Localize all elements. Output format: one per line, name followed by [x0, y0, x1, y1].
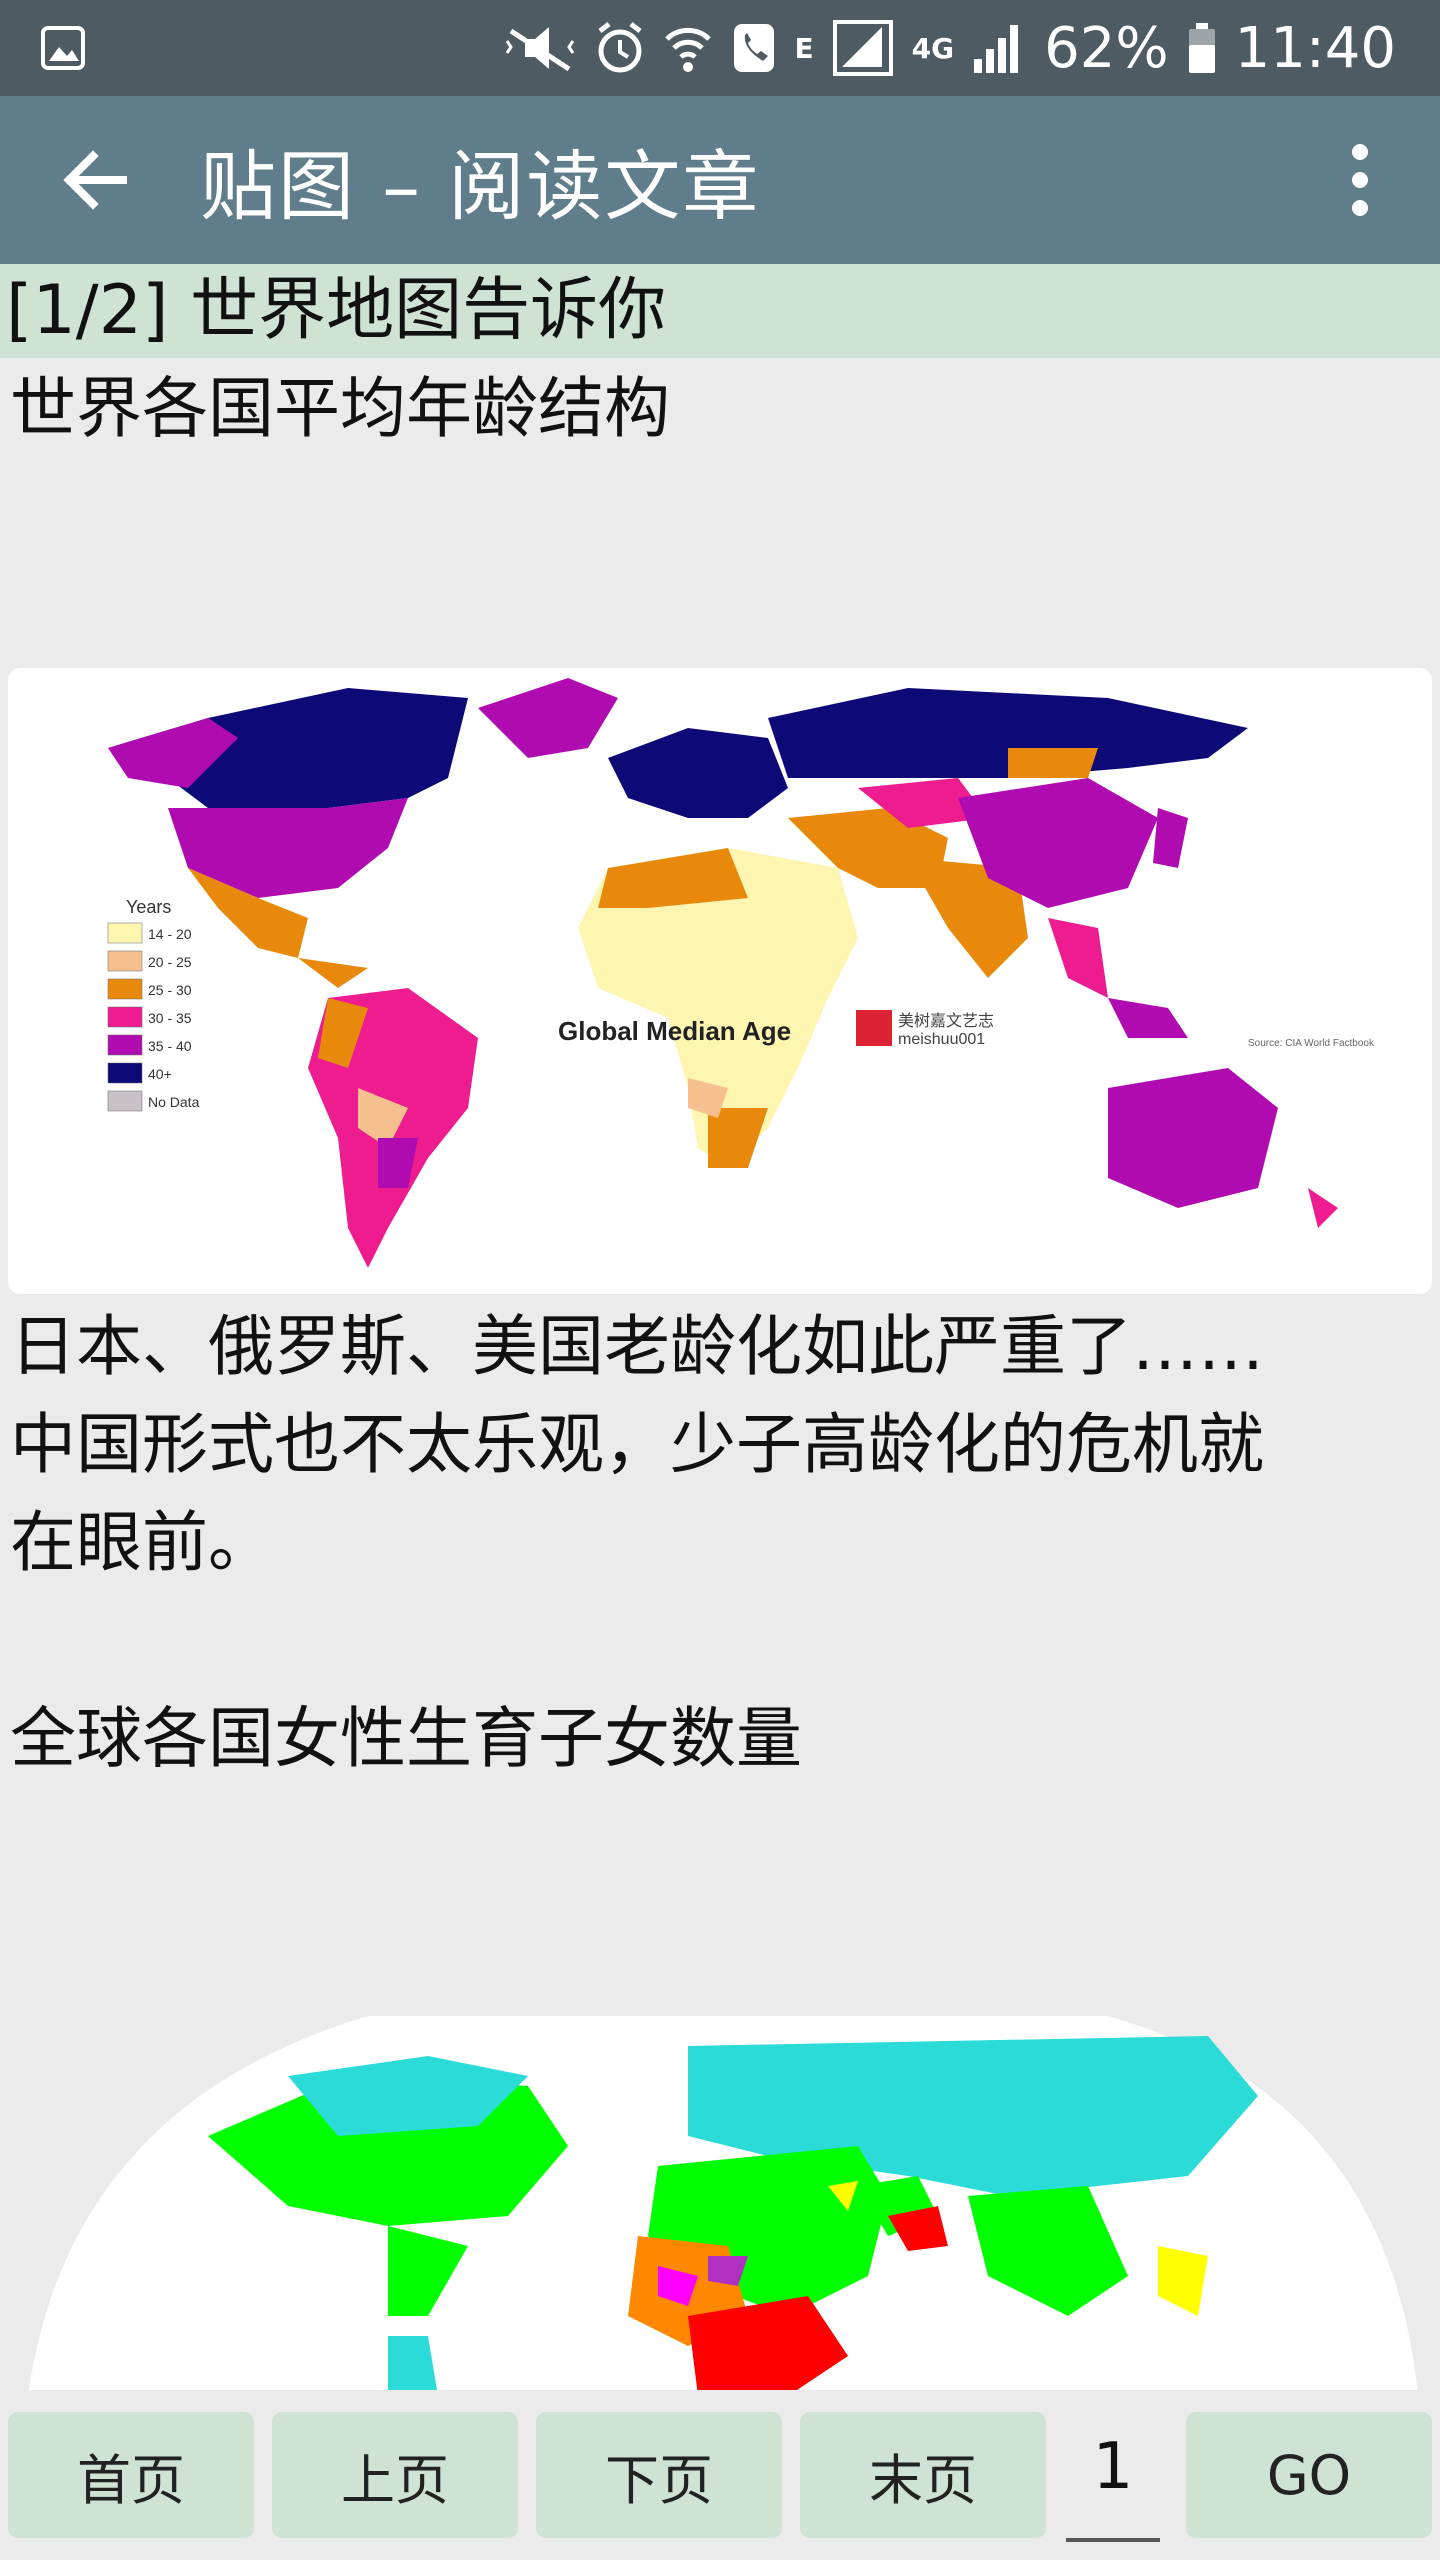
go-button[interactable]: GO — [1186, 2412, 1432, 2538]
legend-swatch — [107, 950, 143, 972]
alarm-icon — [595, 21, 645, 75]
pager-bar: 首页 上页 下页 末页 1 GO — [0, 2390, 1440, 2560]
more-vert-icon — [1352, 144, 1368, 160]
world-map-median-age: Years 14 - 20 20 - 25 25 - 30 30 - 35 35 - 4… — [107, 678, 1375, 1268]
legend-title: Years — [126, 897, 171, 917]
map-caption: Global Median Age — [558, 1016, 791, 1046]
legend-swatch — [107, 978, 143, 1000]
section-title-age: 世界各国平均年龄结构 — [10, 370, 670, 447]
first-page-button[interactable]: 首页 — [8, 2412, 254, 2538]
article-page-header: [1/2] 世界地图告诉你 — [0, 264, 1440, 358]
section-title-fertility: 全球各国女性生育子女数量 — [10, 1700, 802, 1777]
network-type-e: E — [794, 31, 814, 65]
legend-label: 40+ — [148, 1066, 172, 1082]
watermark-en: meishuu001 — [898, 1031, 985, 1048]
map-legend: 14 - 20 20 - 25 25 - 30 30 - 35 35 - 40 40+ No… — [107, 922, 200, 1112]
mute-vibrate-icon — [503, 21, 577, 75]
phone-icon — [731, 21, 777, 75]
legend-swatch — [107, 1062, 143, 1084]
map-source: Source: CIA World Factbook — [1248, 1038, 1375, 1049]
app-bar: 贴图 – 阅读文章 — [0, 96, 1440, 264]
watermark-seal — [856, 1010, 892, 1046]
paragraph-line-1: 日本、俄罗斯、美国老龄化如此严重了…… — [10, 1308, 1264, 1385]
legend-label: 20 - 25 — [148, 954, 192, 970]
legend-label: 25 - 30 — [148, 982, 192, 998]
article-content[interactable]: [1/2] 世界地图告诉你 世界各国平均年龄结构 — [0, 264, 1440, 2390]
article-paragraph: 日本、俄罗斯、美国老龄化如此严重了…… 中国形式也不太乐观，少子高龄化的危机就 … — [0, 1298, 1440, 1788]
signal-icon-1 — [832, 19, 894, 77]
legend-label: No Data — [148, 1094, 200, 1110]
back-button[interactable] — [40, 125, 150, 235]
gallery-notification-icon — [40, 25, 86, 71]
battery-icon — [1187, 21, 1217, 75]
legend-swatch — [107, 1090, 143, 1112]
wifi-call-icon — [663, 21, 713, 75]
paragraph-line-2: 中国形式也不太乐观，少子高龄化的危机就 — [10, 1406, 1264, 1483]
page-number-input[interactable]: 1 — [1066, 2412, 1160, 2542]
median-age-map-image[interactable]: Years 14 - 20 20 - 25 25 - 30 30 - 35 35 - 4… — [8, 668, 1432, 1294]
world-map-fertility — [28, 2016, 1418, 2390]
paragraph-line-3: 在眼前。 — [10, 1504, 274, 1581]
arrow-back-icon — [63, 150, 127, 210]
fertility-map-image[interactable] — [8, 2016, 1432, 2390]
page-title: 贴图 – 阅读文章 — [200, 142, 761, 231]
next-page-button[interactable]: 下页 — [536, 2412, 782, 2538]
battery-percent: 62% — [1044, 15, 1169, 81]
last-page-button[interactable]: 末页 — [800, 2412, 1046, 2538]
prev-page-button[interactable]: 上页 — [272, 2412, 518, 2538]
clock: 11:40 — [1234, 15, 1396, 81]
legend-swatch — [107, 922, 143, 944]
network-type-4g: 4G — [911, 31, 955, 65]
legend-swatch — [107, 1006, 143, 1028]
legend-label: 35 - 40 — [148, 1038, 192, 1054]
watermark-cn: 美树嘉文艺志 — [898, 1012, 994, 1030]
legend-label: 14 - 20 — [148, 926, 192, 942]
signal-icon-2 — [972, 21, 1026, 75]
overflow-menu-button[interactable] — [1320, 125, 1400, 235]
legend-label: 30 - 35 — [148, 1010, 192, 1026]
legend-swatch — [107, 1034, 143, 1056]
status-bar: E 4G 62% 11:40 — [0, 0, 1440, 96]
